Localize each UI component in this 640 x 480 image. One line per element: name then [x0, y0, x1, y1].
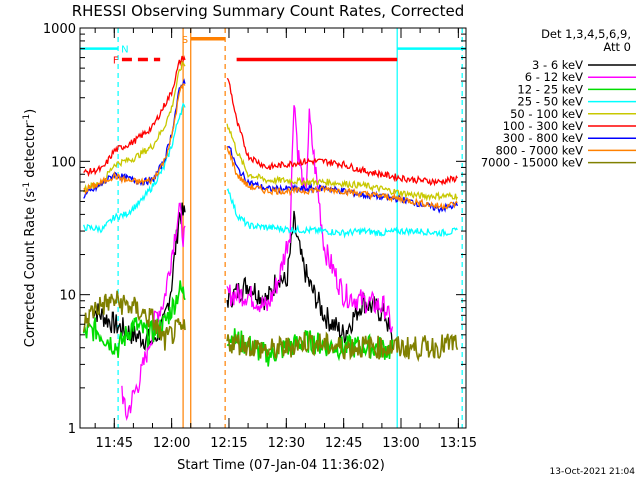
x-tick-label: 11:45	[96, 436, 133, 451]
x-tick-label: 12:45	[325, 436, 362, 451]
segment-label-saa: S	[182, 35, 188, 46]
series-line-7	[83, 83, 458, 211]
y-axis-label: Corrected Count Rate (s-1 detector-1)	[22, 109, 38, 347]
chart-title: RHESSI Observing Summary Count Rates, Co…	[72, 2, 465, 20]
legend-label: 100 - 300 keV	[503, 119, 583, 133]
segment-label-night: N	[121, 45, 128, 56]
x-tick-label: 12:00	[153, 436, 190, 451]
legend-label: 12 - 25 keV	[517, 82, 583, 96]
x-tick-label: 13:15	[440, 436, 477, 451]
legend-label: 3 - 6 keV	[532, 58, 583, 72]
x-tick-label: 12:15	[210, 436, 247, 451]
y-tick-label: 1	[68, 422, 76, 437]
segment-label-flare: F	[113, 56, 119, 67]
legend-label: 7000 - 15000 keV	[481, 156, 583, 170]
legend-label: 50 - 100 keV	[510, 107, 583, 121]
legend-label: 6 - 12 keV	[525, 70, 583, 84]
y-axis-ticks: 1 10 100 1000	[43, 22, 466, 437]
plot-frame	[79, 27, 467, 429]
series-line-3	[83, 102, 458, 239]
y-tick-label: 1000	[43, 22, 76, 37]
legend-header-attenuator: Att 0	[603, 40, 631, 54]
x-axis-label: Start Time (07-Jan-04 11:36:02)	[177, 458, 385, 473]
plot-area: NF S	[80, 28, 466, 428]
legend-label: 25 - 50 keV	[517, 95, 583, 109]
footer-timestamp: 13-Oct-2021 21:04	[550, 467, 636, 477]
legend-label: 300 - 800 keV	[503, 131, 583, 145]
x-tick-label: 13:00	[382, 436, 419, 451]
legend-header-detectors: Det 1,3,4,5,6,9,	[541, 27, 631, 41]
legend-label: 800 - 7000 keV	[495, 143, 583, 157]
y-tick-label: 100	[51, 155, 76, 170]
series-line-8	[82, 290, 459, 363]
x-tick-label: 12:30	[268, 436, 305, 451]
x-axis-ticks: 11:45 12:00 12:15 12:30 12:45 13:00 13:15	[94, 28, 477, 451]
series-line-5	[83, 55, 458, 187]
series-line-2	[82, 280, 394, 367]
y-tick-label: 10	[59, 289, 76, 304]
